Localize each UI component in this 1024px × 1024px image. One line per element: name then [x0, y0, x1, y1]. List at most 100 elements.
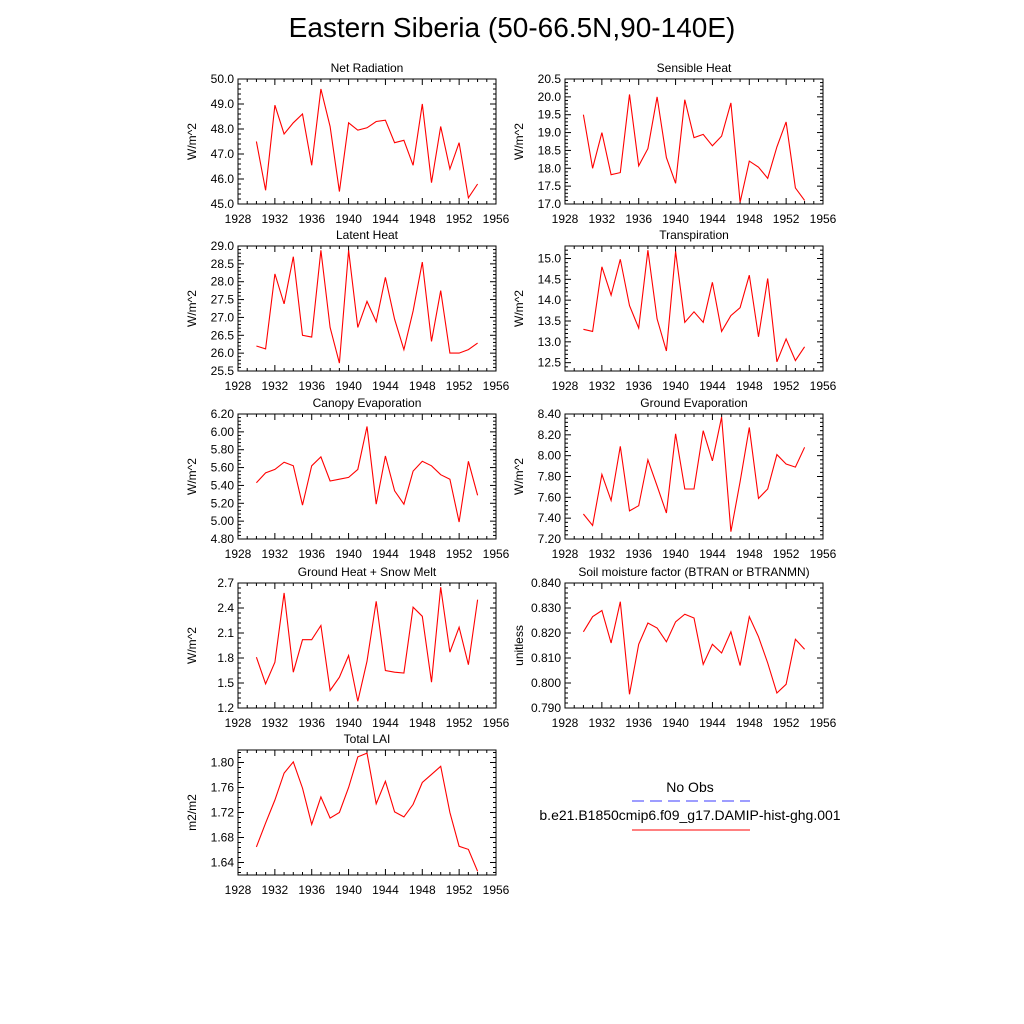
y-axis-label: W/m^2: [512, 290, 526, 327]
panel-title: Ground Evaporation: [640, 396, 747, 410]
x-tick-label: 1932: [589, 212, 616, 226]
y-tick-label: 2.7: [217, 576, 234, 590]
x-tick-label: 1940: [335, 547, 362, 561]
x-tick-label: 1940: [662, 547, 689, 561]
x-tick-label: 1928: [552, 716, 579, 730]
panel-title: Latent Heat: [336, 228, 399, 242]
y-tick-label: 1.5: [217, 676, 234, 690]
y-tick-label: 5.40: [211, 478, 235, 492]
y-tick-label: 1.76: [211, 781, 235, 795]
x-tick-label: 1932: [262, 547, 289, 561]
x-tick-label: 1940: [662, 212, 689, 226]
x-tick-label: 1956: [810, 212, 837, 226]
y-axis-label: W/m^2: [185, 123, 199, 160]
y-tick-label: 28.0: [211, 275, 235, 289]
x-tick-label: 1956: [483, 379, 510, 393]
y-tick-label: 7.60: [538, 490, 562, 504]
legend-model-label: b.e21.B1850cmip6.f09_g17.DAMIP-hist-ghg.…: [539, 807, 840, 823]
y-tick-label: 2.4: [217, 601, 234, 615]
y-tick-label: 1.68: [211, 831, 235, 845]
x-tick-label: 1936: [625, 716, 652, 730]
y-tick-label: 17.0: [538, 197, 562, 211]
plot-frame: [237, 78, 497, 205]
x-tick-label: 1928: [552, 379, 579, 393]
chart-panel-canopy-evaporation: Canopy Evaporation W/m^2 1928 1932 1936 1940 1…: [185, 396, 510, 561]
x-tick-label: 1956: [483, 212, 510, 226]
y-tick-label: 2.1: [217, 626, 234, 640]
y-tick-label: 18.5: [538, 143, 562, 157]
y-tick-label: 25.5: [211, 364, 235, 378]
x-tick-label: 1936: [298, 547, 325, 561]
y-axis-label: W/m^2: [512, 123, 526, 160]
plot-frame: [564, 245, 824, 372]
chart-panel-latent-heat: Latent Heat W/m^2 1928 1932 1936 1940 1944 1948…: [185, 228, 510, 393]
x-tick-label: 1948: [736, 379, 763, 393]
y-axis-label: W/m^2: [185, 290, 199, 327]
x-tick-label: 1948: [409, 716, 436, 730]
x-tick-label: 1952: [773, 547, 800, 561]
x-tick-label: 1944: [699, 547, 726, 561]
x-tick-label: 1940: [335, 379, 362, 393]
x-tick-label: 1936: [298, 212, 325, 226]
x-tick-label: 1952: [773, 379, 800, 393]
x-tick-label: 1928: [225, 716, 252, 730]
y-tick-label: 27.5: [211, 293, 235, 307]
y-tick-label: 1.8: [217, 651, 234, 665]
y-tick-label: 0.810: [531, 651, 561, 665]
y-tick-label: 19.5: [538, 108, 562, 122]
x-tick-label: 1944: [372, 547, 399, 561]
plot-frame: [237, 245, 497, 372]
panel-title: Ground Heat + Snow Melt: [298, 565, 437, 579]
x-tick-label: 1940: [335, 883, 362, 897]
panel-title: Net Radiation: [331, 61, 404, 75]
chart-panel-sensible-heat: Sensible Heat W/m^2 1928 1932 1936 1940 1944 19…: [512, 61, 837, 226]
y-tick-label: 5.60: [211, 461, 235, 475]
series-line: [582, 601, 806, 695]
x-tick-label: 1952: [446, 716, 473, 730]
y-tick-label: 28.5: [211, 257, 235, 271]
y-tick-label: 45.0: [211, 197, 235, 211]
x-tick-label: 1956: [483, 883, 510, 897]
y-axis-label: unitless: [512, 625, 526, 666]
chart-panel-net-radiation: Net Radiation W/m^2 1928 1932 1936 1940 1944 19…: [185, 61, 510, 226]
y-tick-label: 1.2: [217, 701, 234, 715]
x-tick-label: 1936: [298, 883, 325, 897]
series-line: [256, 250, 478, 364]
y-tick-label: 14.5: [538, 272, 562, 286]
y-tick-label: 7.80: [538, 470, 562, 484]
panel-title: Transpiration: [659, 228, 729, 242]
series-line: [255, 426, 479, 523]
x-tick-label: 1940: [662, 379, 689, 393]
x-tick-label: 1944: [699, 379, 726, 393]
y-tick-label: 5.20: [211, 496, 235, 510]
x-tick-label: 1936: [625, 379, 652, 393]
y-tick-label: 15.0: [538, 252, 562, 266]
panel-title: Total LAI: [344, 732, 391, 746]
y-axis-label: W/m^2: [185, 627, 199, 664]
x-tick-label: 1928: [225, 212, 252, 226]
x-tick-label: 1936: [625, 547, 652, 561]
y-tick-label: 29.0: [211, 239, 235, 253]
y-tick-label: 20.5: [538, 72, 562, 86]
series-line: [255, 752, 479, 872]
series-line: [583, 250, 806, 363]
x-tick-label: 1932: [589, 547, 616, 561]
y-tick-label: 13.0: [538, 335, 562, 349]
chart-panel-total-lai: Total LAI m2/m2 1928 1932 1936 1940 1944 1948 19…: [185, 732, 510, 897]
y-tick-label: 14.0: [538, 293, 562, 307]
y-tick-label: 8.20: [538, 428, 562, 442]
y-tick-label: 7.40: [538, 511, 562, 525]
x-tick-label: 1948: [736, 212, 763, 226]
x-tick-label: 1932: [262, 883, 289, 897]
x-tick-label: 1956: [810, 379, 837, 393]
y-tick-label: 8.40: [538, 407, 562, 421]
y-tick-label: 19.0: [538, 126, 562, 140]
chart-panel-soil-moisture-factor: Soil moisture factor (BTRAN or BTRANMN) u…: [512, 565, 837, 730]
y-tick-label: 1.80: [211, 756, 235, 770]
y-tick-label: 13.5: [538, 314, 562, 328]
x-tick-label: 1932: [262, 212, 289, 226]
y-tick-label: 6.00: [211, 425, 235, 439]
y-axis-label: W/m^2: [185, 458, 199, 495]
y-axis-label: m2/m2: [185, 794, 199, 831]
y-tick-label: 20.0: [538, 90, 562, 104]
